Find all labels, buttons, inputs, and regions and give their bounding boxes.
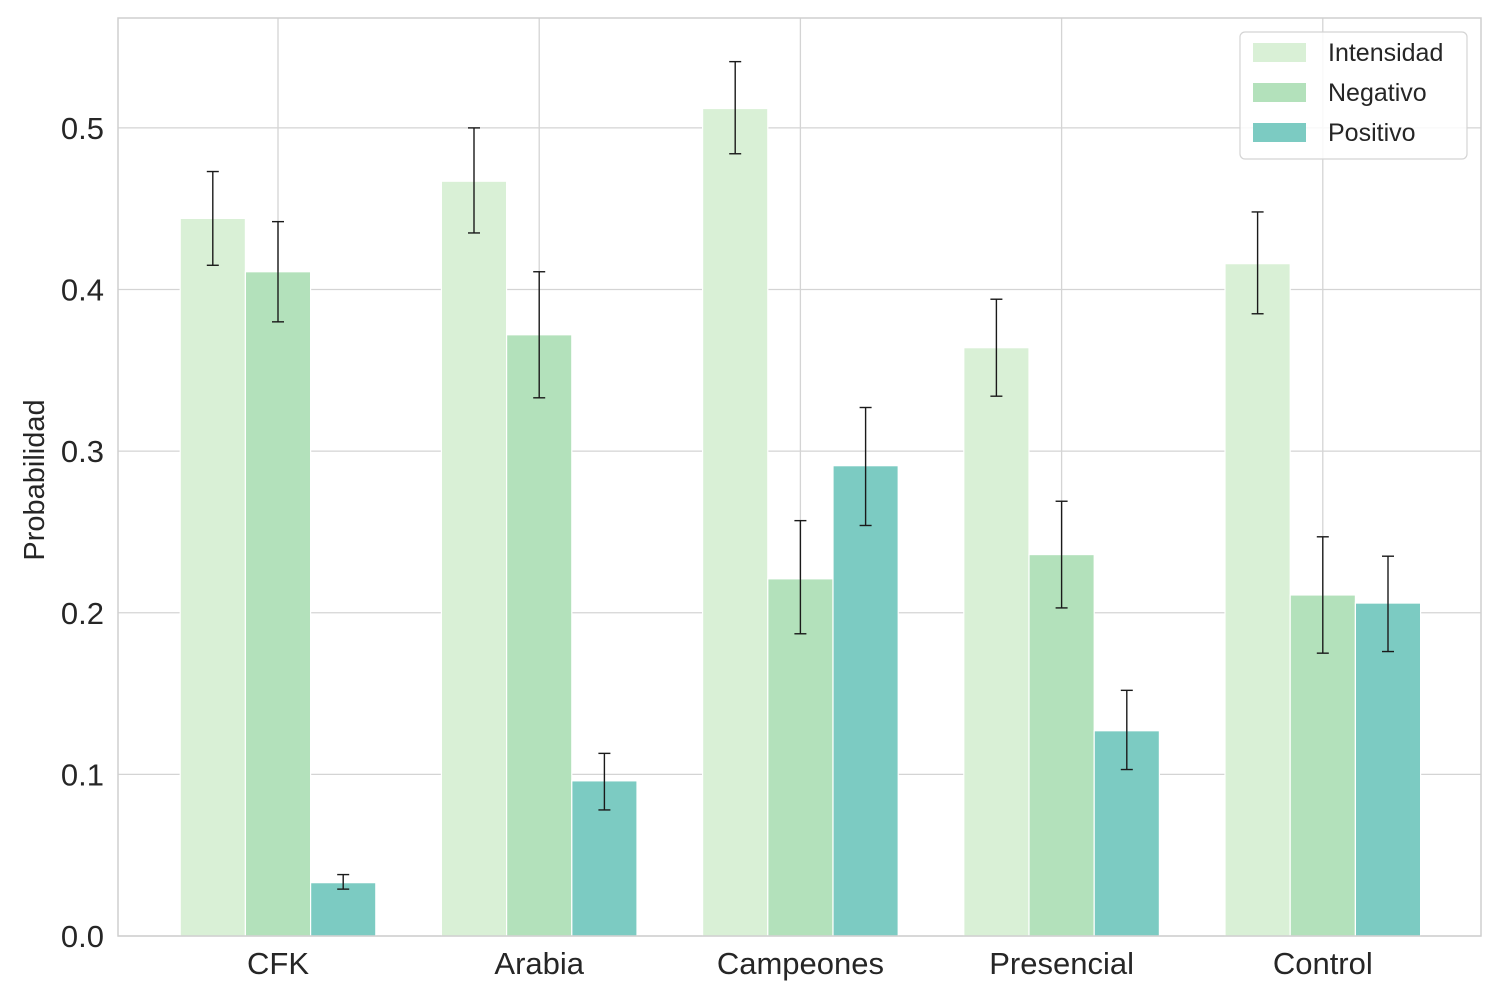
x-tick-label: CFK	[247, 946, 309, 981]
bar	[244, 271, 312, 937]
bar	[1354, 602, 1422, 937]
bar	[963, 347, 1030, 937]
plot-frame	[117, 17, 1482, 937]
y-axis-ticks: 0.0 0.1 0.2 0.3 0.4 0.5	[61, 111, 104, 954]
bar	[179, 217, 246, 937]
y-tick-label: 0.5	[61, 111, 104, 146]
legend-swatch	[1253, 43, 1306, 62]
legend-label: Intensidad	[1328, 39, 1443, 67]
x-tick-label: Campeones	[717, 946, 884, 981]
y-tick-label: 0.2	[61, 596, 104, 631]
y-tick-label: 0.0	[61, 919, 104, 954]
error-bars	[206, 60, 1394, 890]
legend-swatch	[1253, 83, 1306, 102]
legend-label: Negativo	[1328, 79, 1427, 107]
legend-swatch	[1253, 123, 1306, 142]
bar	[832, 465, 899, 937]
bar	[1028, 553, 1095, 937]
x-tick-label: Arabia	[494, 946, 584, 981]
y-tick-label: 0.1	[61, 757, 104, 792]
x-axis-ticks: CFK Arabia Campeones Presencial Control	[247, 946, 1373, 981]
legend-label: Positivo	[1328, 119, 1416, 147]
bar	[1224, 263, 1291, 937]
bar	[701, 107, 769, 937]
legend: Intensidad Negativo Positivo	[1239, 31, 1468, 160]
x-tick-label: Control	[1273, 946, 1373, 981]
bar	[310, 882, 377, 937]
y-tick-label: 0.4	[61, 273, 104, 308]
bar	[440, 180, 508, 937]
bars	[179, 107, 1422, 937]
y-tick-label: 0.3	[61, 434, 104, 469]
y-axis-label: Probabilidad	[19, 399, 51, 560]
bar	[506, 334, 573, 937]
x-tick-label: Presencial	[989, 946, 1134, 981]
